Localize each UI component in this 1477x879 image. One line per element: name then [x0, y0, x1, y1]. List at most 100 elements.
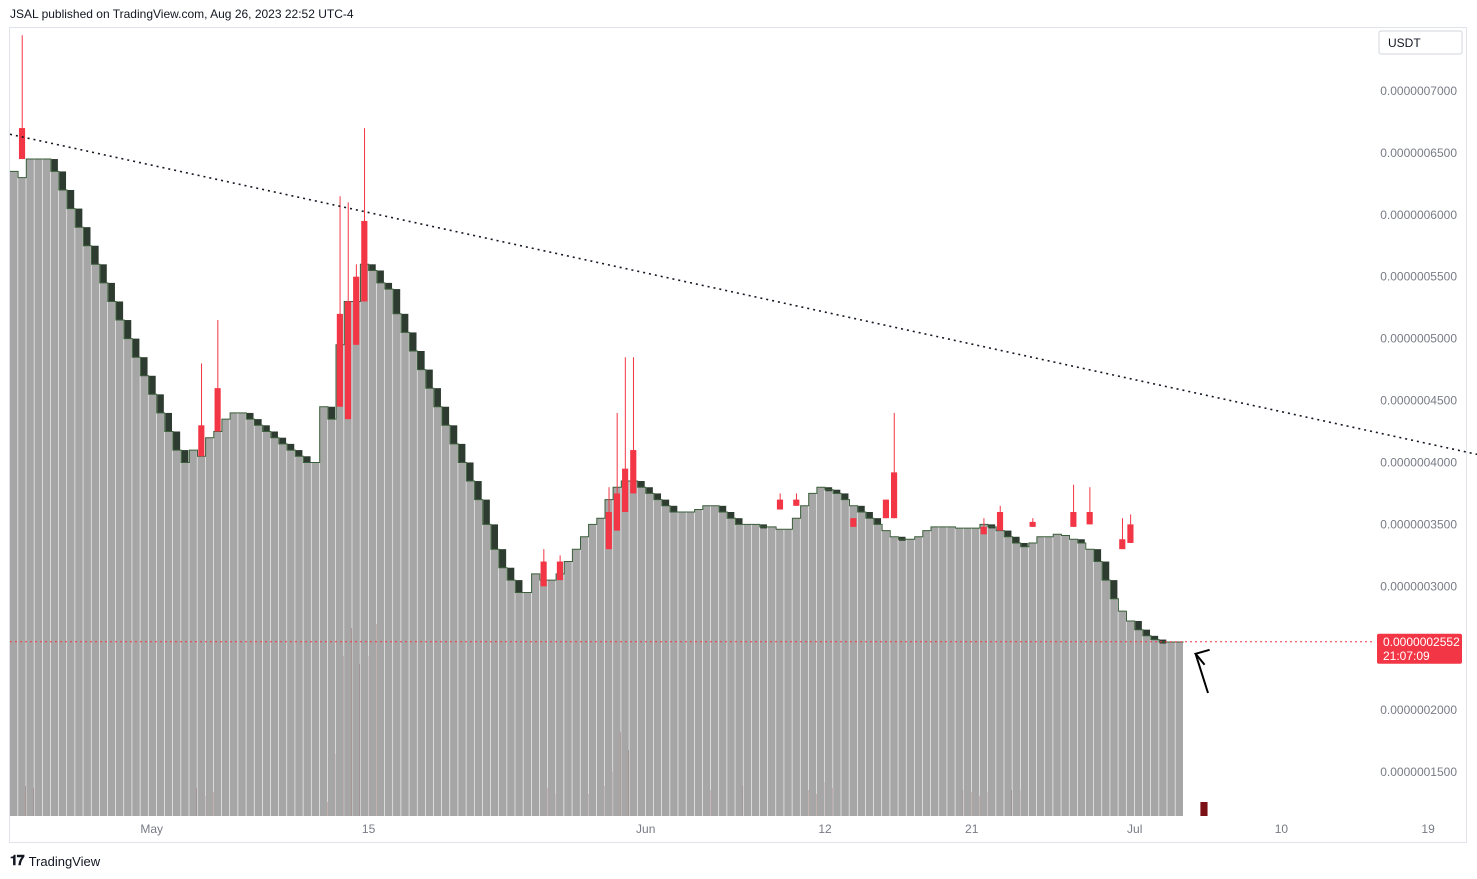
volume-bar	[1200, 802, 1208, 816]
price-column	[890, 536, 898, 816]
candle-up	[622, 468, 629, 512]
price-column	[971, 528, 980, 816]
candle-down	[507, 567, 515, 581]
price-axis-label: 0.0000004500	[1380, 394, 1457, 408]
candle-down	[287, 443, 295, 451]
price-column	[10, 171, 18, 816]
x-axis-label: 15	[362, 822, 376, 836]
candle-down	[165, 412, 172, 432]
price-axis-label: 0.0000001500	[1380, 765, 1457, 779]
candle-down	[466, 462, 474, 482]
price-column	[482, 524, 491, 816]
price-column	[409, 351, 417, 816]
publish-header: JSAL published on TradingView.com, Aug 2…	[10, 7, 354, 21]
price-column	[1167, 642, 1175, 816]
price-column	[433, 406, 442, 816]
candle-down	[491, 524, 498, 550]
x-axis-label: 19	[1421, 822, 1435, 836]
price-column	[1151, 639, 1159, 816]
candle-down	[385, 282, 393, 290]
candle-down	[735, 518, 743, 525]
price-column	[759, 526, 768, 816]
candle-down	[450, 425, 458, 444]
price-column	[173, 450, 181, 816]
price-column	[311, 462, 320, 816]
candle-up	[198, 425, 205, 457]
price-column	[776, 529, 784, 816]
candle-up	[540, 561, 547, 587]
candle-down	[377, 270, 384, 283]
candle-up	[361, 220, 368, 302]
candle-down	[727, 512, 735, 519]
price-column	[376, 282, 385, 816]
price-column	[1175, 642, 1183, 816]
price-column	[148, 394, 157, 816]
price-axis-label: 0.0000007000	[1380, 84, 1457, 98]
price-column	[181, 462, 189, 816]
price-column	[662, 505, 670, 816]
candle-down	[670, 505, 678, 512]
price-column	[604, 499, 613, 816]
price-column	[784, 529, 792, 816]
price-column	[115, 320, 124, 816]
price-column	[670, 512, 678, 816]
candle-down	[124, 320, 132, 339]
price-column	[156, 412, 165, 816]
x-axis-label: Jul	[1127, 822, 1142, 836]
price-column	[450, 443, 458, 816]
candle-down	[499, 549, 507, 568]
candle-down	[833, 489, 841, 494]
price-column	[735, 524, 743, 816]
price-column	[490, 549, 499, 816]
candle-up	[1119, 539, 1126, 550]
price-column	[996, 530, 1004, 816]
price-column	[1142, 635, 1151, 816]
candles-layer	[10, 35, 1184, 817]
price-column	[368, 270, 377, 816]
candle-up	[1070, 512, 1077, 527]
price-column	[1134, 629, 1143, 816]
price-column	[547, 580, 556, 816]
price-column	[719, 512, 727, 816]
last-price-badge	[1377, 633, 1462, 664]
price-column	[466, 481, 474, 816]
price-column	[75, 227, 83, 817]
candle-down	[92, 245, 99, 265]
price-column	[955, 528, 963, 816]
candle-down	[100, 264, 107, 283]
candle-down	[295, 450, 303, 457]
price-column	[1118, 611, 1126, 816]
candle-down	[149, 375, 156, 395]
footer-brand: TradingView	[28, 853, 101, 869]
currency-label[interactable]: USDT	[1388, 36, 1421, 50]
price-column	[327, 419, 336, 816]
candle-down	[75, 208, 83, 228]
price-column	[515, 592, 523, 816]
price-column	[425, 388, 434, 816]
price-column	[1028, 542, 1037, 816]
x-axis-label: 21	[965, 822, 979, 836]
candle-down	[67, 190, 75, 209]
price-column	[507, 580, 515, 816]
price-column	[808, 493, 817, 816]
price-column	[710, 505, 719, 816]
candle-down	[874, 518, 882, 525]
price-column	[458, 462, 466, 816]
price-axis-label: 0.0000003000	[1380, 579, 1457, 593]
candle-down	[1151, 635, 1159, 640]
price-column	[319, 406, 328, 816]
candle-down	[173, 431, 181, 451]
x-axis-label: 12	[818, 822, 832, 836]
candle-down	[866, 512, 873, 519]
candle-down	[719, 505, 727, 512]
candle-down	[303, 456, 311, 463]
chart-frame	[9, 27, 1467, 843]
price-column	[1020, 546, 1029, 816]
price-column	[1036, 536, 1045, 816]
candle-up	[1029, 521, 1036, 527]
price-column	[613, 487, 621, 816]
price-column	[344, 301, 352, 816]
tradingview-footer[interactable]: 𝟏𝟕 TradingView	[10, 853, 100, 869]
last-price-value: 0.0000002552	[1383, 635, 1460, 649]
price-column	[947, 526, 955, 816]
